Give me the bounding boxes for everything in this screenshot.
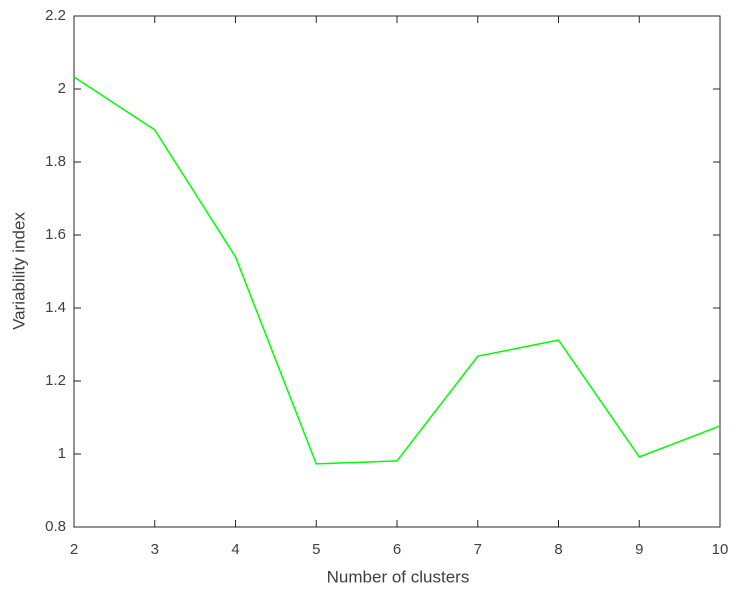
y-tick-label: 1.8 xyxy=(45,153,66,170)
x-tick-label: 7 xyxy=(474,541,482,558)
x-tick-label: 8 xyxy=(554,541,562,558)
y-tick-label: 1.4 xyxy=(45,299,66,316)
y-tick-label: 2 xyxy=(58,80,66,97)
x-tick-label: 4 xyxy=(231,541,239,558)
y-axis-label: Variability index xyxy=(9,212,28,330)
x-tick-label: 9 xyxy=(635,541,643,558)
y-tick-label: 1.2 xyxy=(45,372,66,389)
x-tick-label: 10 xyxy=(712,541,729,558)
x-tick-label: 6 xyxy=(393,541,401,558)
y-tick-label: 1.6 xyxy=(45,226,66,243)
y-tick-label: 2.2 xyxy=(45,7,66,24)
y-tick-label: 0.8 xyxy=(45,518,66,535)
plot-frame xyxy=(73,15,721,528)
data-line xyxy=(73,76,721,465)
x-axis-label: Number of clusters xyxy=(327,567,470,586)
x-tick-label: 3 xyxy=(151,541,159,558)
y-tick-label: 1 xyxy=(58,445,66,462)
x-tick-label: 5 xyxy=(312,541,320,558)
x-tick-label: 2 xyxy=(70,541,78,558)
